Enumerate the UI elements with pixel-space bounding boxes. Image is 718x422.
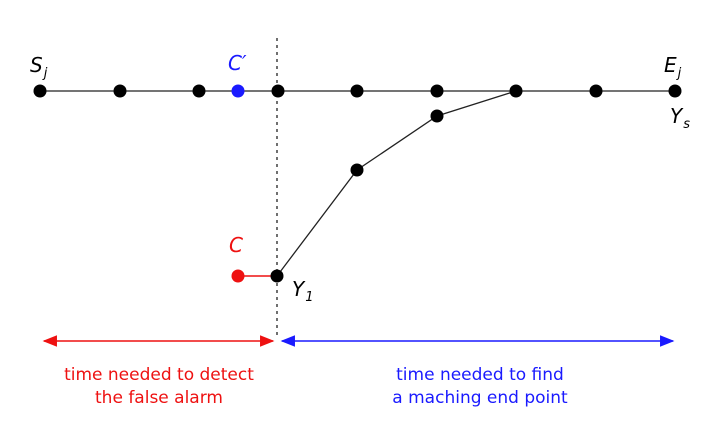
node: [113, 84, 127, 98]
caption-right-line-2: a maching end point: [392, 388, 568, 408]
matching-path-line: [276, 90, 517, 277]
caption-left-line-1: time needed to detect: [64, 365, 254, 385]
caption-right: time needed to find a maching end point: [330, 364, 630, 410]
node-start: [33, 84, 47, 98]
label-ys: Ys: [670, 104, 690, 132]
node: [509, 84, 523, 98]
node-y1: [270, 269, 284, 283]
label-start: Sj: [30, 53, 48, 81]
caption-left: time needed to detect the false alarm: [40, 364, 278, 410]
caption-left-line-2: the false alarm: [95, 388, 223, 408]
path-node: [430, 109, 444, 123]
label-c: C: [229, 233, 243, 257]
label-y1: Y1: [292, 277, 314, 305]
label-end: Ej: [664, 53, 682, 81]
node: [430, 84, 444, 98]
label-c-prime: C′: [228, 51, 247, 75]
node-end: [668, 84, 682, 98]
node-c-prime: [231, 84, 245, 98]
node: [589, 84, 603, 98]
path-node: [350, 163, 364, 177]
node-c: [231, 269, 245, 283]
node: [350, 84, 364, 98]
node: [192, 84, 206, 98]
caption-right-line-1: time needed to find: [396, 365, 564, 385]
node: [271, 84, 285, 98]
